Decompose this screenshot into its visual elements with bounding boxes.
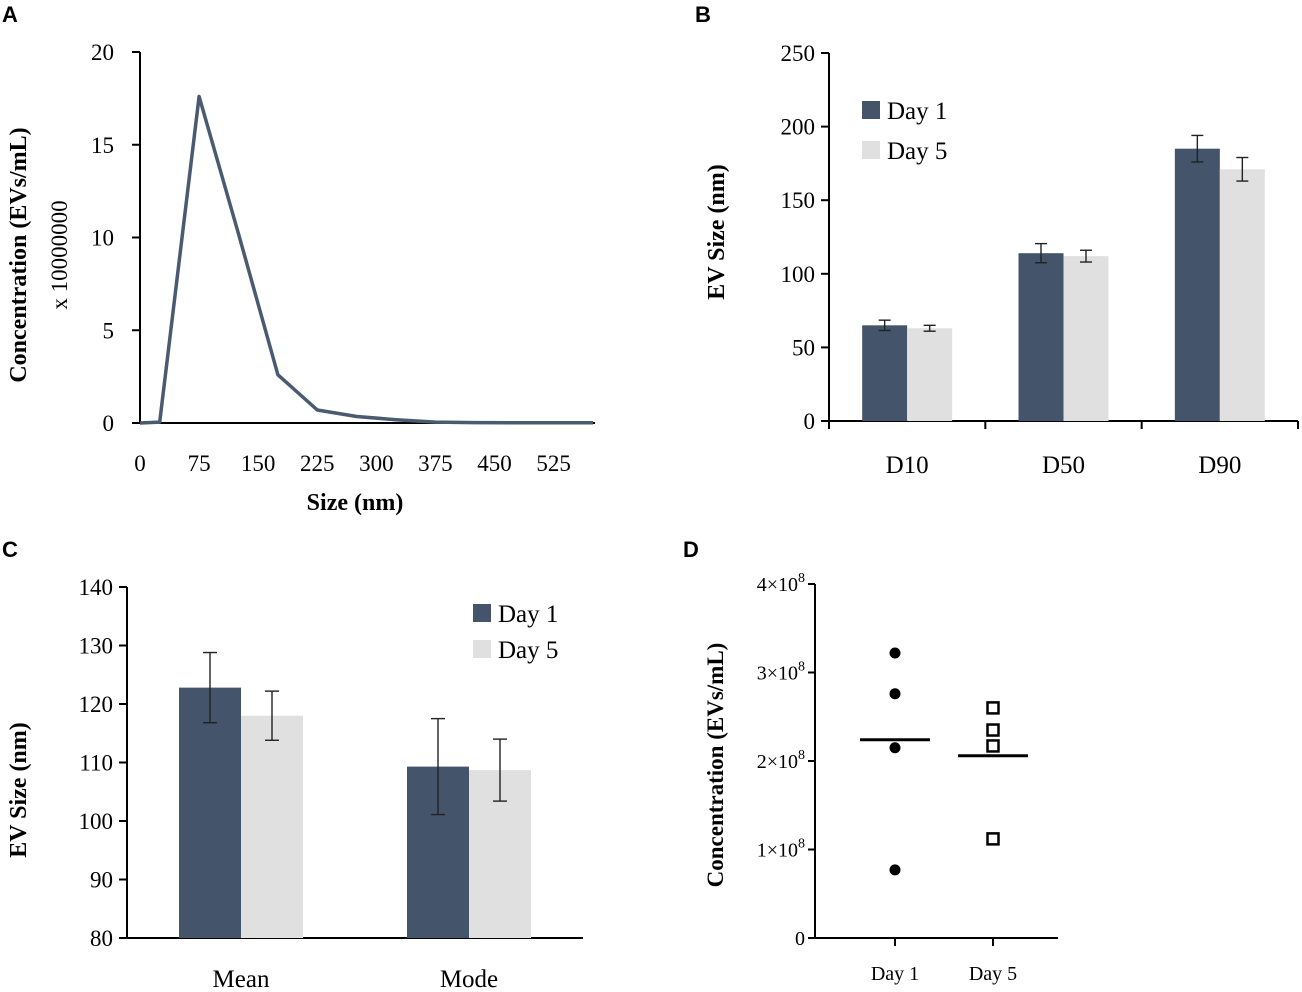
panel-c-legend-swatch: [473, 604, 491, 622]
panel-c-legend-label: Day 5: [498, 637, 558, 664]
panel-d-point-day1: [889, 864, 901, 876]
panel-d-point-day1: [889, 742, 901, 754]
panel-d-ytick-mantissa: 3×10: [757, 663, 798, 685]
panel-d-ytick-exponent: 8: [798, 837, 805, 852]
panel-b-bar: [1174, 148, 1220, 421]
panel-b-ylabel: EV Size (nm): [704, 164, 730, 300]
panel-b-category-label: D10: [886, 452, 929, 479]
panel-d-point-day1: [889, 647, 901, 659]
panel-a-xtick-label: 450: [477, 451, 512, 476]
panel-a-ytick-label: 15: [91, 133, 114, 158]
panel-c-bar: [241, 715, 303, 938]
panel-a-xtick-label: 525: [536, 451, 571, 476]
panel-a-ytick-label: 10: [91, 226, 114, 251]
panel-c-ylabel: EV Size (nm): [6, 722, 32, 858]
panel-b-category-label: D50: [1042, 452, 1085, 479]
panel-d-ytick-label: 1×108: [757, 837, 805, 862]
panel-c-bar-chart: EV Size (nm) 80 90 100 110 120 130 140 Mean Mode…: [6, 575, 583, 992]
panel-a-line-chart: Concentration (EVs/mL) x 10000000 Size (…: [6, 40, 595, 516]
panel-b-legend-label: Day 5: [887, 138, 947, 165]
panel-d-point-day5: [986, 701, 1000, 715]
panel-b-legend-label: Day 1: [887, 98, 947, 125]
panel-letter-d: D: [683, 537, 699, 562]
panel-d-point-day5: [986, 832, 1000, 846]
panel-b-bar: [862, 325, 908, 421]
panel-b-bar: [907, 328, 953, 421]
panel-c-legend-label: Day 1: [498, 601, 558, 628]
panel-b-legend-swatch: [862, 141, 880, 159]
panel-a-xtick-label: 150: [241, 451, 276, 476]
panel-b-ytick-label: 100: [781, 262, 816, 287]
panel-a-ytick-label: 0: [103, 411, 115, 436]
panel-d-point-day5: [986, 723, 1000, 737]
panel-a-ylabel: Concentration (EVs/mL): [6, 127, 32, 382]
panel-b-legend-swatch: [862, 101, 880, 119]
panel-c-legend-swatch: [473, 640, 491, 658]
panel-d-ytick-mantissa: 2×10: [757, 751, 798, 773]
panel-d-ytick-label: 3×108: [757, 660, 805, 685]
panel-b-ytick-label: 150: [781, 188, 816, 213]
panel-letter-b: B: [695, 2, 711, 27]
panel-a-xtick-label: 300: [359, 451, 394, 476]
panel-b-bar: [1219, 169, 1265, 421]
panel-letter-c: C: [2, 537, 18, 562]
panel-c-category-label: Mode: [440, 966, 498, 992]
panel-b-ytick-label: 250: [781, 41, 816, 66]
panel-d-ylabel: Concentration (EVs/mL): [703, 643, 728, 888]
panel-a-xlabel: Size (nm): [307, 490, 404, 516]
panel-b-bar: [1018, 253, 1064, 421]
panel-a-ytick-label: 20: [91, 40, 114, 65]
panel-d-category-label: Day 5: [969, 963, 1017, 985]
panel-d-ytick-label: 4×108: [757, 571, 805, 596]
panel-letter-a: A: [2, 2, 18, 27]
panel-b-ytick-label: 200: [781, 115, 816, 140]
panel-c-bar: [179, 687, 241, 938]
panel-d-scatter-chart: Concentration (EVs/mL) 01×1082×1083×1084…: [703, 571, 1058, 985]
panel-a-xtick-label: 225: [300, 451, 335, 476]
panel-c-ytick-label: 140: [79, 575, 114, 600]
panel-c-category-label: Mean: [213, 966, 270, 992]
panel-b-ytick-label: 0: [804, 409, 816, 434]
panel-c-ytick-label: 90: [90, 868, 113, 893]
panel-b-ytick-label: 50: [792, 335, 815, 360]
panel-a-ytick-label: 5: [103, 318, 115, 343]
panel-d-ytick-exponent: 8: [798, 571, 805, 586]
panel-c-ytick-label: 130: [79, 634, 114, 659]
panel-d-ytick-label: 2×108: [757, 748, 805, 773]
panel-d-ytick-mantissa: 4×10: [757, 574, 798, 596]
panel-a-xtick-label: 0: [134, 451, 146, 476]
panel-d-ytick-mantissa: 1×10: [757, 840, 798, 862]
panel-d-category-label: Day 1: [871, 963, 919, 985]
panel-d-ytick-exponent: 8: [798, 748, 805, 763]
panel-c-ytick-label: 100: [79, 809, 114, 834]
panel-b-category-label: D90: [1198, 452, 1241, 479]
panel-c-ytick-label: 80: [90, 926, 113, 951]
panel-b-bar-chart: EV Size (nm) 0 50 100 150 200 250 D10 D50 D90 Day…: [704, 41, 1299, 479]
panel-a-series-line: [139, 94, 593, 425]
panel-a-xtick-label: 75: [188, 451, 211, 476]
panel-d-point-day5: [986, 739, 1000, 753]
panel-d-ytick-mantissa: 0: [795, 928, 805, 950]
panel-d-ytick-exponent: 8: [798, 660, 805, 675]
panel-c-ytick-label: 120: [79, 692, 114, 717]
panel-d-ytick-label: 0: [795, 928, 805, 950]
panel-d-point-day1: [889, 688, 901, 700]
panel-b-bar: [1063, 256, 1109, 421]
panel-c-ytick-label: 110: [79, 751, 113, 776]
panel-a-xtick-label: 375: [418, 451, 453, 476]
panel-a-ylabel-multiplier: x 10000000: [47, 200, 72, 309]
